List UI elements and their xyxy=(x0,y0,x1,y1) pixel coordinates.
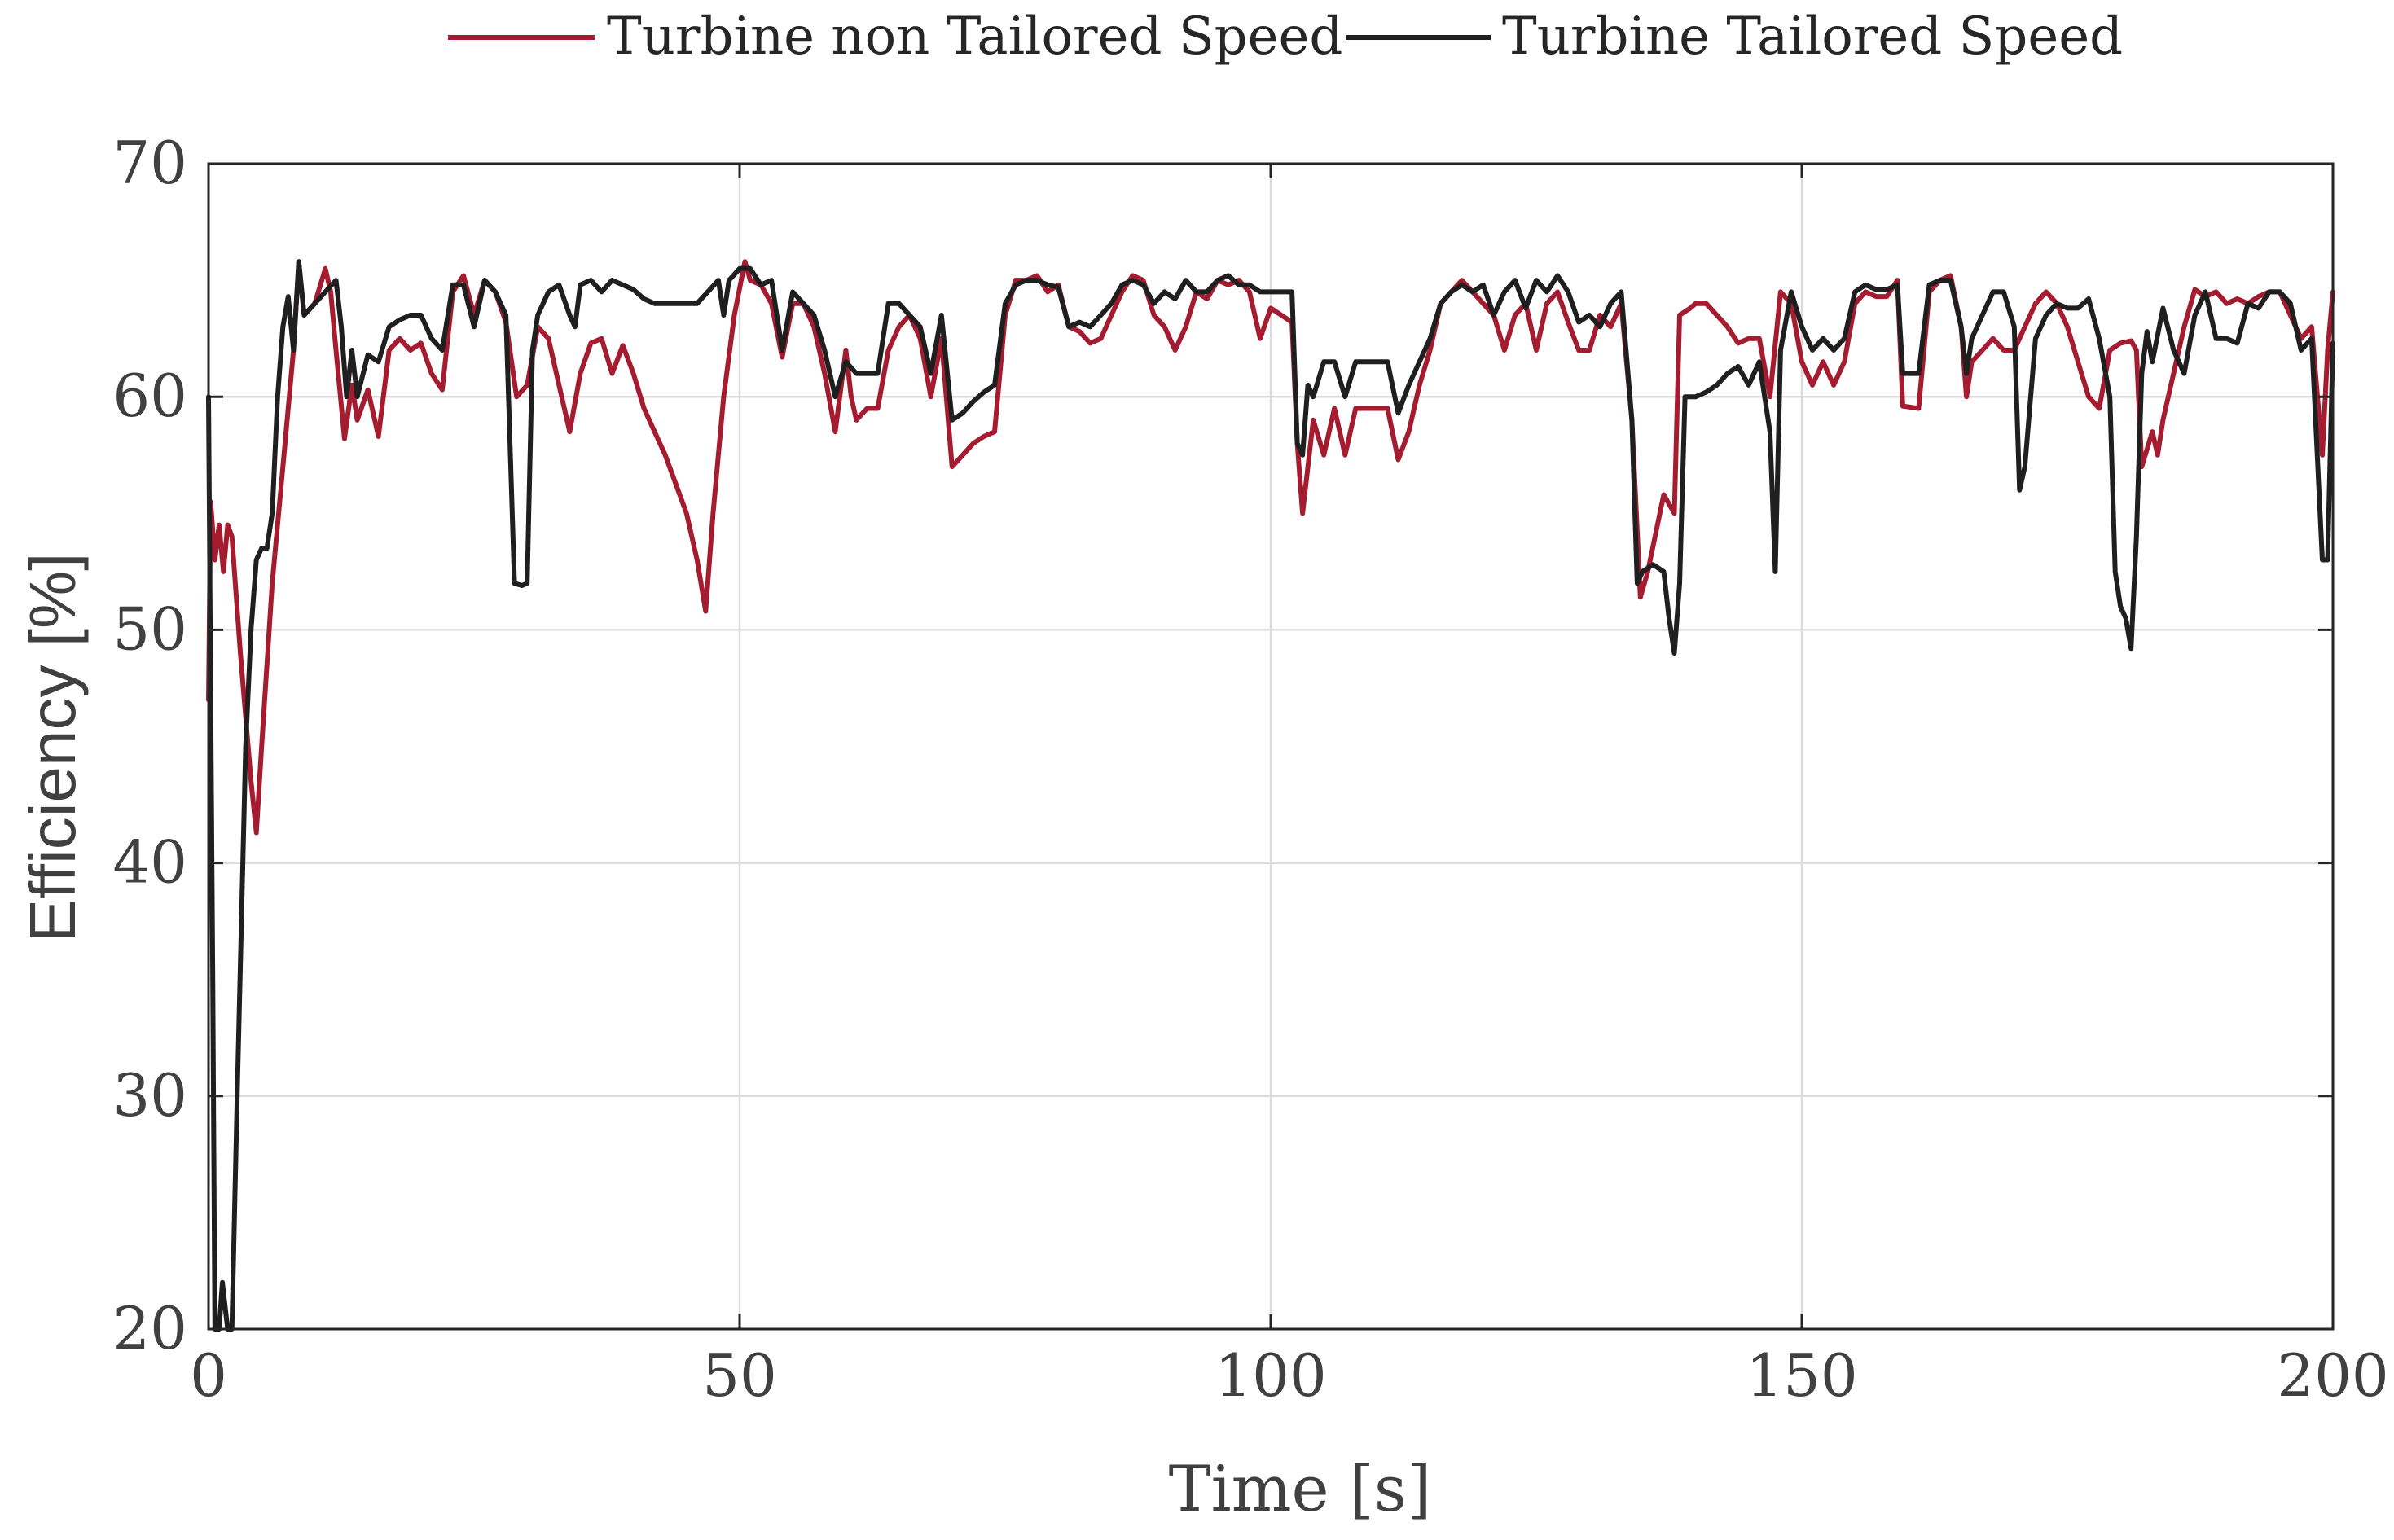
grid-lines xyxy=(209,164,2333,1329)
legend: Turbine non Tailored Speed Turbine Tailo… xyxy=(448,7,2123,67)
y-tick-label: 30 xyxy=(112,1061,187,1130)
x-tick-labels: 0 50 100 150 200 xyxy=(190,1341,2389,1410)
series-line-tailored xyxy=(206,259,2335,1332)
y-axis-title: Efficiency [%] xyxy=(16,553,89,943)
y-tick-labels: 20 30 40 50 60 70 xyxy=(112,129,187,1362)
y-tick-label: 50 xyxy=(112,595,187,663)
x-tick-label: 0 xyxy=(190,1341,227,1410)
legend-label-tailored: Turbine Tailored Speed xyxy=(1502,7,2123,67)
tick-marks xyxy=(207,162,2335,1331)
x-tick-label: 150 xyxy=(1746,1341,1857,1410)
y-tick-label: 40 xyxy=(112,828,187,897)
y-tick-label: 20 xyxy=(112,1294,187,1362)
y-tick-label: 70 xyxy=(112,129,187,197)
x-tick-label: 50 xyxy=(702,1341,777,1410)
x-tick-label: 200 xyxy=(2277,1341,2388,1410)
y-tick-label: 60 xyxy=(112,362,187,430)
legend-label-non-tailored: Turbine non Tailored Speed xyxy=(607,7,1342,67)
x-tick-label: 100 xyxy=(1215,1341,1326,1410)
x-axis-title: Time [s] xyxy=(1169,1453,1432,1526)
plot-area xyxy=(206,259,2335,1332)
